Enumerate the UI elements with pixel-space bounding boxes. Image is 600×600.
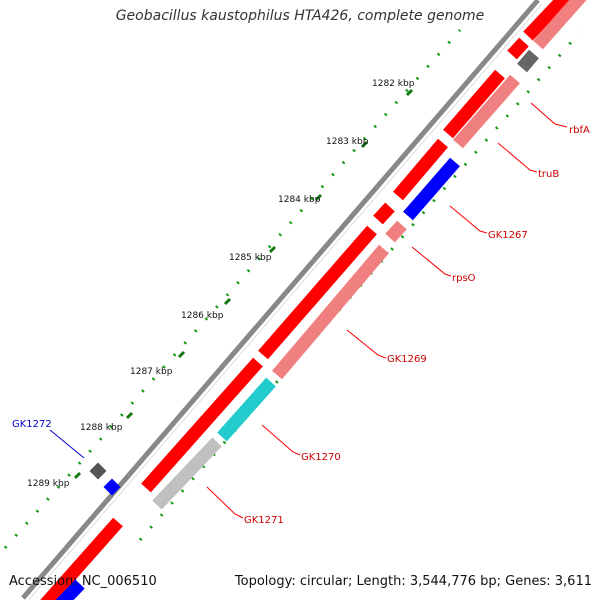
tick-label: 1285 kbp xyxy=(229,253,272,263)
tick-label: 1287 kbp xyxy=(130,367,173,377)
reverse-strand-features xyxy=(55,0,587,600)
gene-label: truB xyxy=(538,169,559,180)
forward-strand-features xyxy=(40,0,572,600)
gene-label: GK1269 xyxy=(387,354,427,365)
gene-feature xyxy=(533,0,587,50)
gene-feature xyxy=(258,225,377,360)
gene-feature xyxy=(507,37,529,60)
gene-feature xyxy=(40,517,123,600)
gene-label: GK1271 xyxy=(244,515,284,526)
gene-feature xyxy=(385,220,407,243)
genome-stats: Topology: circular; Length: 3,544,776 bp… xyxy=(234,574,592,589)
gene-label: GK1272 xyxy=(12,419,52,430)
gene-feature xyxy=(103,478,121,496)
tick-label: 1282 kbp xyxy=(372,79,415,89)
gene-label: GK1270 xyxy=(301,452,341,463)
gene-feature xyxy=(217,377,276,442)
tick-label: 1286 kbp xyxy=(181,311,224,321)
gene-feature xyxy=(517,49,539,73)
accession-text: Accession: NC_006510 xyxy=(9,574,157,589)
tick-label: 1288 kbp xyxy=(80,423,123,433)
gene-feature xyxy=(393,138,448,201)
label-leader-lines xyxy=(49,102,568,519)
gene-feature xyxy=(523,0,572,41)
gene-feature xyxy=(89,462,107,480)
gene-label: rpsO xyxy=(452,273,476,284)
tick-label: 1289 kbp xyxy=(27,479,70,489)
tick-marks xyxy=(73,88,414,480)
gene-feature xyxy=(55,579,85,600)
gene-label: GK1267 xyxy=(488,230,528,241)
gene-feature xyxy=(373,202,395,225)
gene-feature xyxy=(403,157,460,221)
tick-label: 1283 kbp xyxy=(326,137,369,147)
gene-feature xyxy=(453,74,520,149)
tick-label: 1284 kbp xyxy=(278,195,321,205)
genome-title: Geobacillus kaustophilus HTA426, complet… xyxy=(115,8,485,24)
ruler-dots-outer xyxy=(3,29,462,549)
gene-label: rbfA xyxy=(569,125,590,136)
gene-feature xyxy=(272,244,389,380)
backbone-line xyxy=(21,0,540,600)
gene-feature xyxy=(443,69,505,139)
gene-feature xyxy=(141,357,263,493)
backbone-line-inner xyxy=(28,3,543,600)
gene-feature xyxy=(152,437,222,510)
